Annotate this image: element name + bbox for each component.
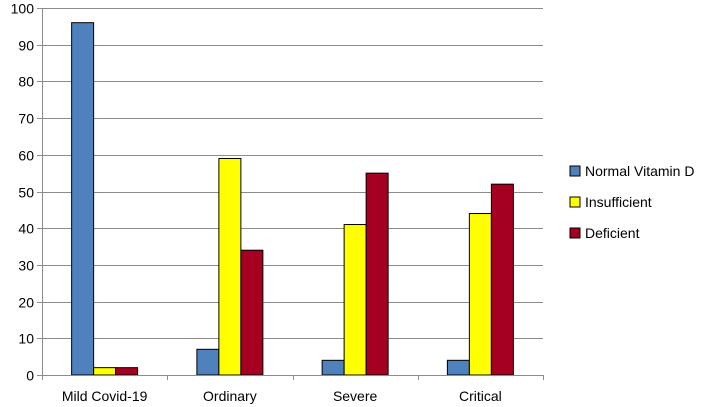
y-tick-label: 70 (18, 111, 34, 127)
x-tick-label: Severe (333, 388, 378, 404)
legend-swatch (569, 165, 581, 177)
bar-normal-vitamin-d-critical (446, 359, 470, 376)
legend-label: Deficient (585, 225, 640, 241)
y-tick-label: 100 (11, 1, 35, 17)
legend: Normal Vitamin D Insufficient Deficient (569, 163, 694, 241)
bar-insufficient-severe (343, 224, 367, 376)
bar-normal-vitamin-d-ordinary (196, 348, 220, 376)
y-tick-label: 10 (18, 331, 34, 347)
gridlines (42, 8, 543, 339)
bar-deficient-severe (365, 172, 389, 376)
legend-swatch (569, 196, 581, 208)
x-tick-label: Mild Covid-19 (62, 388, 148, 404)
x-tick-label: Ordinary (203, 388, 257, 404)
bar-deficient-critical (490, 183, 514, 376)
x-axis: Mild Covid-19 Ordinary Severe Critical (42, 375, 544, 404)
bar-insufficient-critical (468, 213, 492, 376)
y-axis: 0 10 20 30 40 50 60 70 80 90 100 (11, 1, 43, 384)
bars (71, 22, 514, 376)
y-tick-label: 50 (18, 185, 34, 201)
y-tick-label: 40 (18, 221, 34, 237)
bar-insufficient-ordinary (218, 157, 242, 376)
bar-insufficient-mild-covid-19 (93, 367, 117, 376)
legend-swatch (569, 227, 581, 239)
y-tick-label: 80 (18, 74, 34, 90)
bar-normal-vitamin-d-severe (321, 359, 345, 376)
legend-label: Normal Vitamin D (585, 163, 694, 179)
x-tick-label: Critical (459, 388, 502, 404)
y-tick-label: 20 (18, 295, 34, 311)
bar-deficient-mild-covid-19 (115, 367, 139, 376)
y-tick-label: 60 (18, 148, 34, 164)
bar-deficient-ordinary (240, 249, 264, 376)
y-tick-label: 90 (18, 38, 34, 54)
bar-normal-vitamin-d-mild-covid-19 (71, 22, 95, 376)
y-tick-label: 0 (26, 368, 34, 384)
legend-label: Insufficient (585, 194, 652, 210)
y-tick-label: 30 (18, 258, 34, 274)
